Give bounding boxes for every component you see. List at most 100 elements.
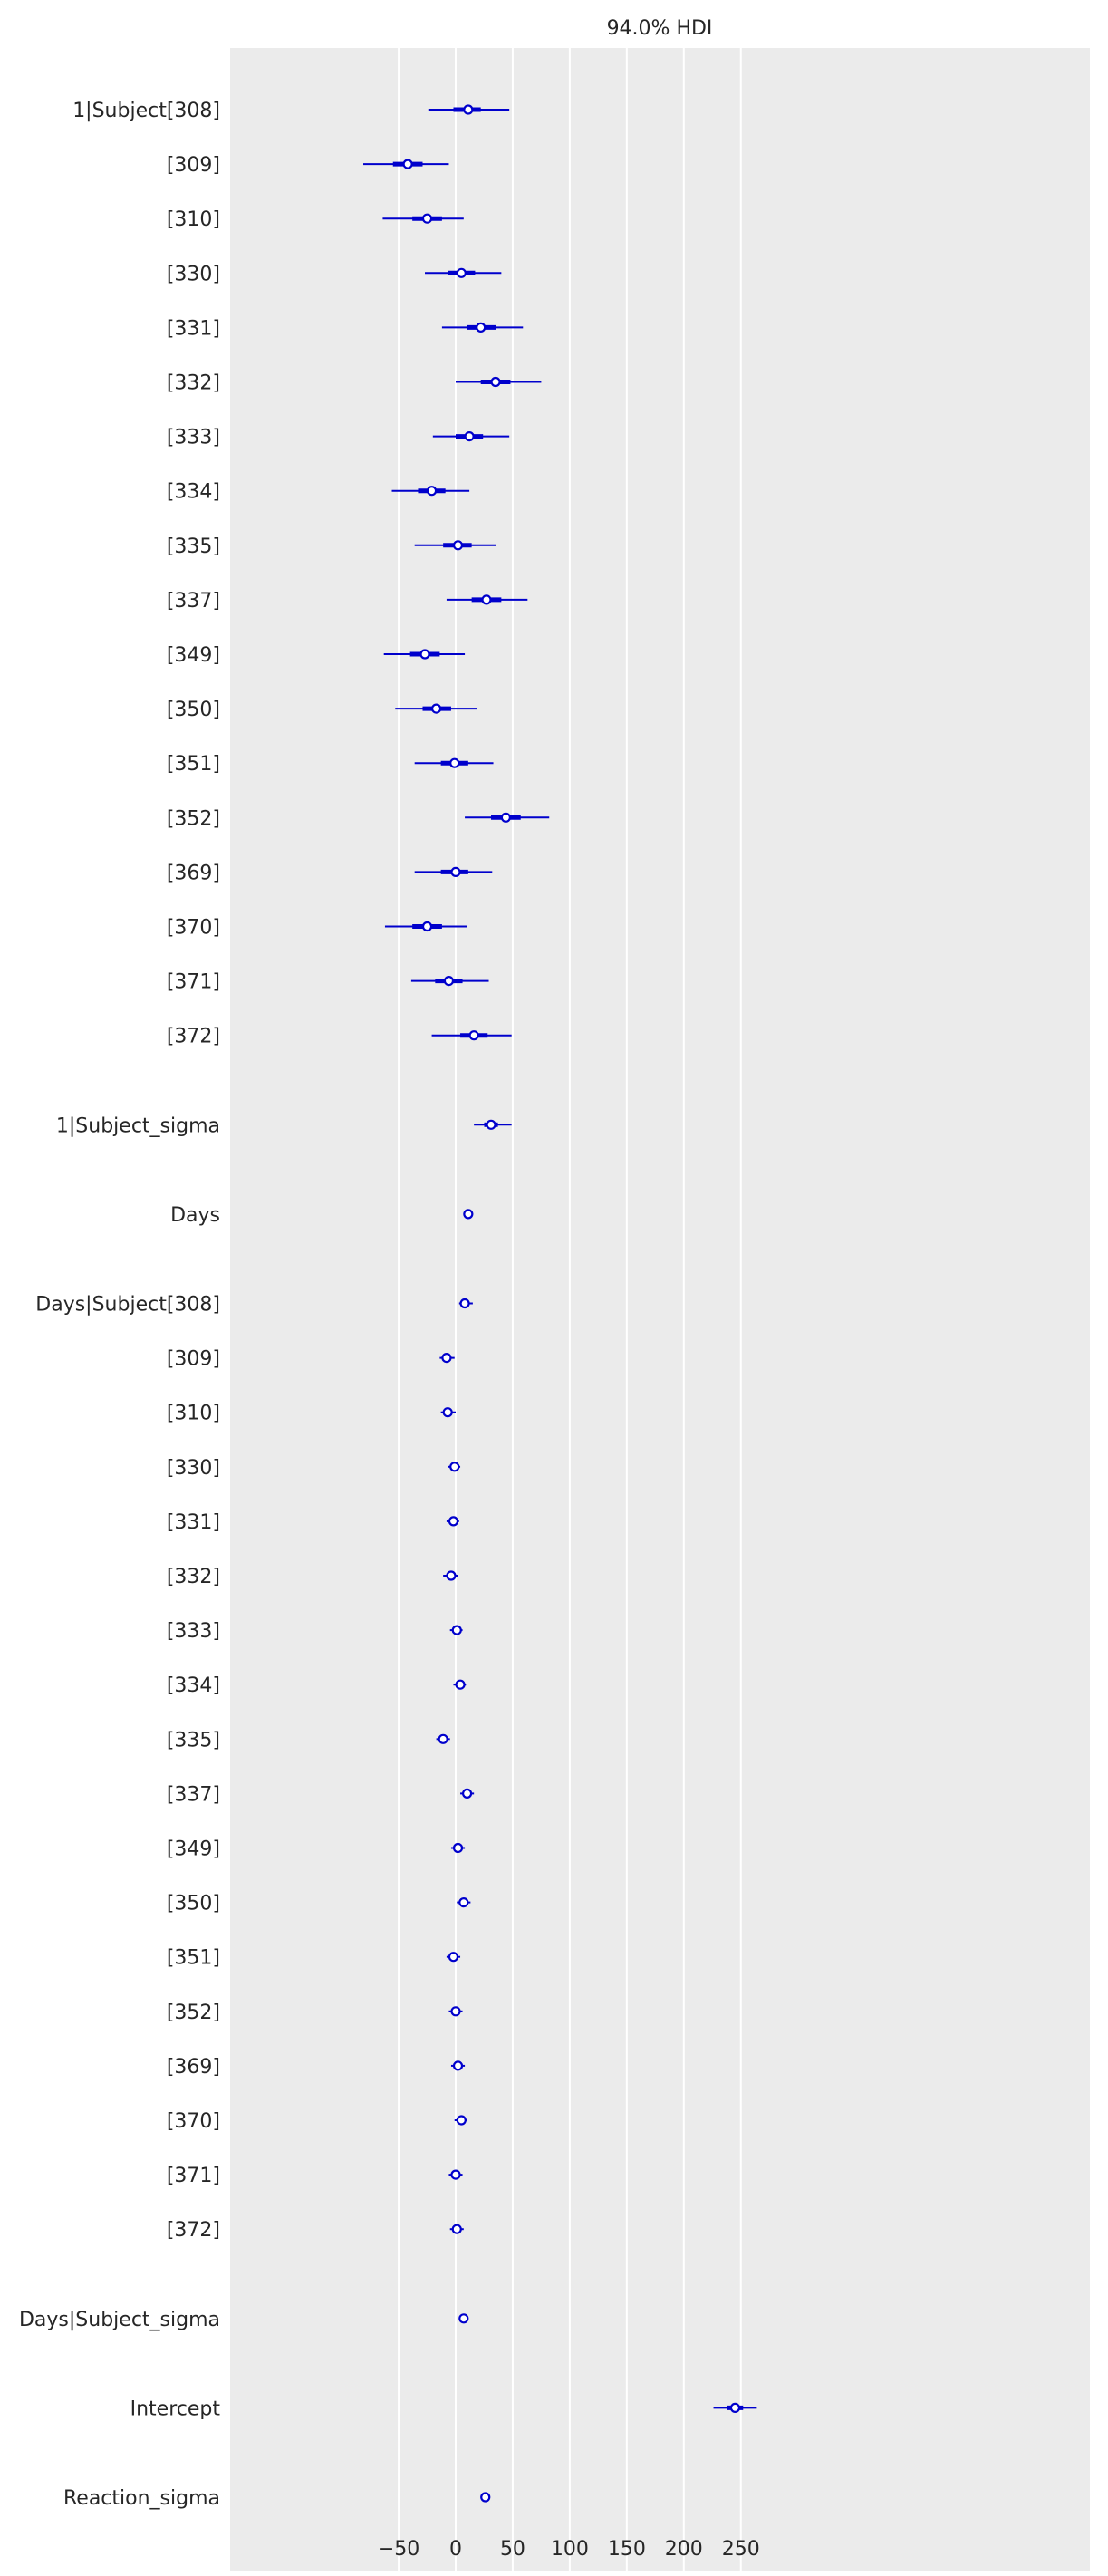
row-label: [334]: [167, 1674, 220, 1697]
forest-row: [332]: [167, 372, 542, 395]
row-label: 1|Subject_sigma: [56, 1114, 220, 1137]
row-label: [371]: [167, 971, 220, 994]
forest-row: [352]: [167, 2002, 463, 2024]
row-label: [351]: [167, 753, 220, 776]
row-label: [310]: [167, 208, 220, 231]
row-label: [335]: [167, 1729, 220, 1751]
median-point: [450, 2169, 461, 2180]
median-point: [442, 1407, 453, 1418]
row-label: [372]: [167, 2219, 220, 2242]
chart-title: 94.0% HDI: [607, 17, 713, 40]
row-label: [349]: [167, 644, 220, 667]
forest-row: 1|Subject_sigma: [56, 1114, 512, 1137]
median-point: [419, 649, 430, 660]
median-point: [452, 1842, 464, 1854]
median-point: [450, 2006, 461, 2017]
row-label: Reaction_sigma: [63, 2487, 220, 2510]
median-point: [448, 1516, 459, 1527]
median-point: [430, 703, 442, 714]
median-point: [451, 1625, 462, 1635]
forest-row: [333]: [167, 427, 510, 449]
x-tick-label: 200: [665, 2538, 703, 2561]
forest-row: [331]: [167, 1511, 459, 1534]
row-label: [370]: [167, 2110, 220, 2133]
forest-row: [310]: [167, 1403, 456, 1425]
x-tick-label: 100: [551, 2538, 589, 2561]
row-label: [369]: [167, 862, 220, 884]
forest-row: [330]: [167, 263, 502, 285]
forest-row: Days|Subject[308]: [35, 1294, 473, 1317]
median-point: [458, 1897, 469, 1908]
median-point: [421, 213, 433, 224]
forest-row: [333]: [167, 1620, 463, 1643]
forest-row: Intercept: [130, 2398, 757, 2420]
forest-row: [369]: [167, 2056, 466, 2079]
median-point: [729, 2402, 741, 2413]
row-label: [350]: [167, 699, 220, 721]
median-point: [421, 921, 433, 932]
forest-row: [335]: [167, 1729, 450, 1751]
median-point: [486, 1119, 496, 1130]
forest-row: [349]: [167, 644, 466, 667]
forest-row: [332]: [167, 1566, 458, 1588]
median-point: [451, 2224, 462, 2234]
forest-row: [350]: [167, 699, 477, 721]
median-point: [490, 376, 501, 388]
median-point: [441, 1352, 452, 1364]
median-point: [463, 104, 474, 115]
forest-row: [334]: [167, 481, 470, 504]
forest-row: [370]: [167, 2110, 467, 2133]
median-point: [500, 812, 511, 823]
median-point: [464, 431, 475, 442]
median-point: [438, 1733, 448, 1744]
x-tick-label: 150: [608, 2538, 646, 2561]
forest-row: Reaction_sigma: [63, 2487, 491, 2510]
grid-lines: [398, 48, 742, 2571]
row-label: 1|Subject[308]: [72, 100, 220, 122]
forest-row: Days: [170, 1204, 474, 1227]
row-label: Days|Subject_sigma: [19, 2309, 220, 2331]
median-point: [446, 1570, 457, 1581]
row-label: [333]: [167, 1620, 220, 1643]
median-point: [449, 757, 460, 768]
row-label: [335]: [167, 535, 220, 558]
row-label: [352]: [167, 2002, 220, 2024]
forest-row: [309]: [167, 1348, 455, 1371]
median-point: [455, 1679, 466, 1690]
row-label: [349]: [167, 1838, 220, 1861]
x-tick-label: 250: [722, 2538, 760, 2561]
median-point: [468, 1030, 479, 1041]
forest-row: [349]: [167, 1838, 466, 1861]
forest-row: [331]: [167, 317, 524, 340]
forest-row: [309]: [167, 154, 449, 177]
x-axis-ticks: −50 0 50 100 150 200 250: [378, 2538, 760, 2561]
row-label: Days|Subject[308]: [35, 1294, 220, 1317]
forest-row: [310]: [167, 208, 464, 231]
forest-row: [371]: [167, 2165, 463, 2187]
median-point: [443, 975, 455, 987]
row-label: [333]: [167, 427, 220, 449]
forest-row: [351]: [167, 1947, 461, 1970]
row-label: [310]: [167, 1403, 220, 1425]
row-label: [334]: [167, 481, 220, 504]
row-label: [330]: [167, 263, 220, 285]
row-label: [332]: [167, 372, 220, 395]
x-tick-label: −50: [378, 2538, 419, 2561]
median-point: [426, 486, 438, 497]
x-tick-label: 50: [500, 2538, 525, 2561]
row-label: [370]: [167, 917, 220, 940]
forest-row: [371]: [167, 971, 489, 994]
median-point: [449, 1462, 460, 1472]
median-point: [458, 2313, 469, 2324]
x-tick-label: 0: [449, 2538, 462, 2561]
row-label: Days: [170, 1204, 220, 1227]
row-label: [352]: [167, 807, 220, 830]
forest-row: [352]: [167, 807, 550, 830]
row-label: [371]: [167, 2165, 220, 2187]
forest-rows: 1|Subject[308] [309] [310] [330] [331] [332] […: [19, 100, 757, 2510]
row-label: [332]: [167, 1566, 220, 1588]
forest-row: [369]: [167, 862, 493, 884]
median-point: [448, 1952, 459, 1963]
row-label: [337]: [167, 1783, 220, 1806]
row-label: [350]: [167, 1893, 220, 1915]
